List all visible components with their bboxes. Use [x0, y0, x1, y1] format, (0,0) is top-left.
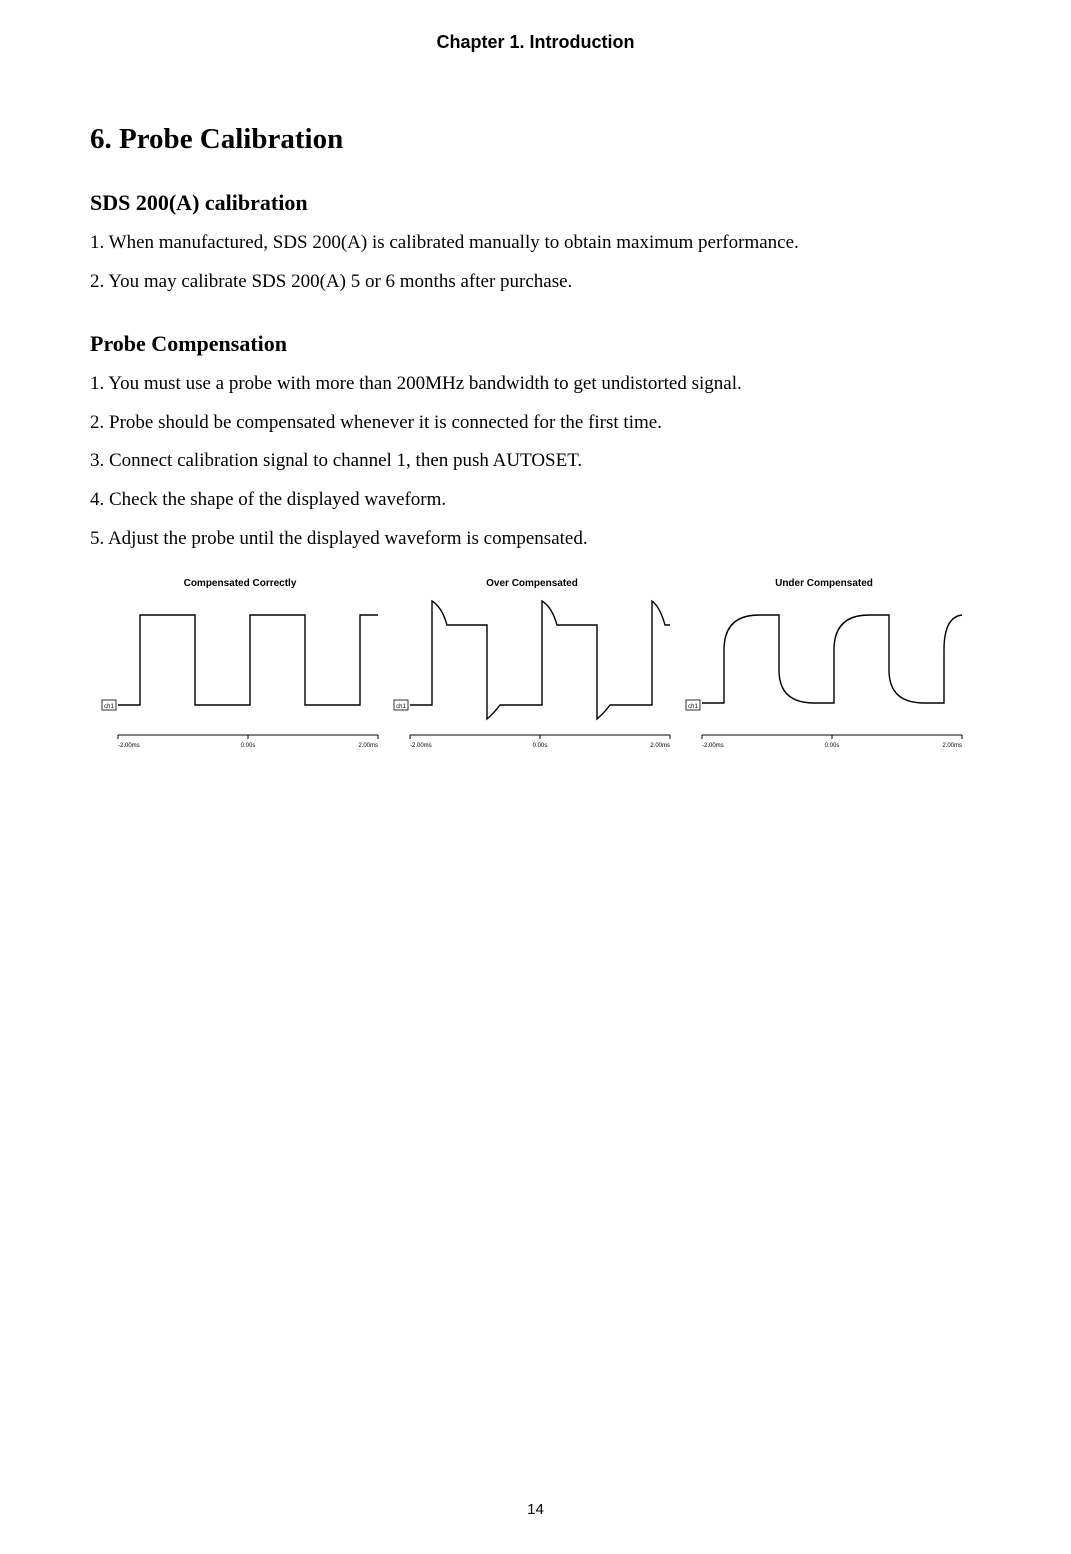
section-title: 6. Probe Calibration [90, 123, 981, 156]
subsection2-item: 3. Connect calibration signal to channel… [90, 448, 981, 475]
axis-tick-mid: 0.00s [241, 743, 256, 749]
waveform-under: -2.00ms 0.00s 2.00ms ch1 [684, 595, 964, 750]
figure-label: Under Compensated [775, 578, 873, 589]
figure-label: Compensated Correctly [184, 578, 297, 589]
waveform-square: -2.00ms 0.00s 2.00ms ch1 [100, 595, 380, 750]
figures-row: Compensated Correctly -2.00ms 0.00s 2.00… [100, 578, 981, 750]
axis-tick-left: -2.00ms [118, 743, 140, 749]
axis-tick-right: 2.00ms [358, 743, 378, 749]
figure-under-compensated: Under Compensated -2.00ms 0.00s 2.00ms c… [684, 578, 964, 750]
subsection2-item: 1. You must use a probe with more than 2… [90, 371, 981, 398]
waveform-over: -2.00ms 0.00s 2.00ms ch1 [392, 595, 672, 750]
axis-tick-left: -2.00ms [702, 743, 724, 749]
subsection2-item: 4. Check the shape of the displayed wave… [90, 487, 981, 514]
axis-tick-mid: 0.00s [533, 743, 548, 749]
figure-compensated-correctly: Compensated Correctly -2.00ms 0.00s 2.00… [100, 578, 380, 750]
subsection2-item: 2. Probe should be compensated whenever … [90, 410, 981, 437]
channel-label: ch1 [688, 704, 698, 710]
axis-tick-right: 2.00ms [942, 743, 962, 749]
channel-label: ch1 [104, 704, 114, 710]
axis-tick-left: -2.00ms [410, 743, 432, 749]
figure-over-compensated: Over Compensated -2.00ms 0.00s 2.00ms ch… [392, 578, 672, 750]
axis-tick-mid: 0.00s [825, 743, 840, 749]
subsection1-item: 1. When manufactured, SDS 200(A) is cali… [90, 230, 981, 257]
axis-tick-right: 2.00ms [650, 743, 670, 749]
channel-label: ch1 [396, 704, 406, 710]
subsection2-title: Probe Compensation [90, 331, 981, 357]
subsection2-item: 5. Adjust the probe until the displayed … [90, 526, 981, 553]
subsection1-title: SDS 200(A) calibration [90, 190, 981, 216]
page-number: 14 [0, 1501, 1071, 1518]
figure-label: Over Compensated [486, 578, 578, 589]
chapter-header: Chapter 1. Introduction [90, 32, 981, 53]
subsection1-item: 2. You may calibrate SDS 200(A) 5 or 6 m… [90, 269, 981, 296]
